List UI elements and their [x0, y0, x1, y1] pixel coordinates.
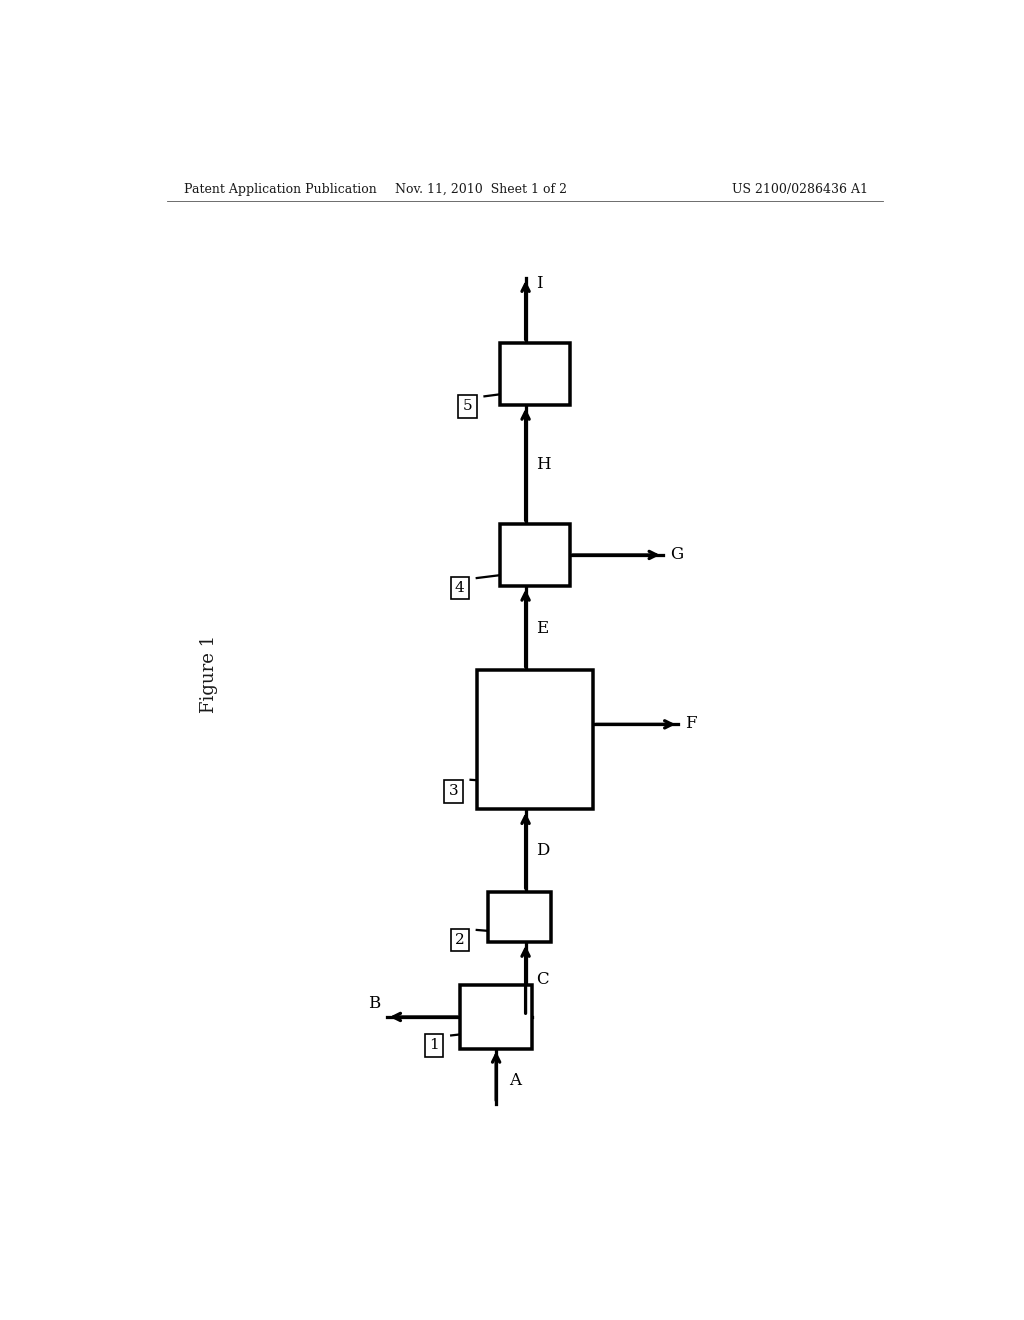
Text: 2: 2 [455, 933, 465, 946]
Text: F: F [685, 715, 697, 733]
Text: 1: 1 [429, 1039, 439, 1052]
Text: 4: 4 [455, 581, 465, 595]
Text: I: I [537, 276, 543, 293]
Text: Nov. 11, 2010  Sheet 1 of 2: Nov. 11, 2010 Sheet 1 of 2 [394, 183, 566, 197]
Text: Figure 1: Figure 1 [201, 635, 218, 713]
Text: Patent Application Publication: Patent Application Publication [183, 183, 377, 197]
Text: B: B [369, 994, 381, 1011]
Text: E: E [537, 619, 549, 636]
Text: A: A [509, 1072, 521, 1089]
Text: D: D [537, 842, 550, 859]
Text: H: H [537, 455, 551, 473]
Bar [500, 343, 569, 405]
Text: 3: 3 [449, 784, 459, 799]
Bar [487, 892, 551, 942]
Text: 5: 5 [463, 400, 472, 413]
Text: C: C [537, 972, 549, 987]
Text: G: G [670, 546, 683, 564]
Bar [461, 985, 531, 1048]
Bar [500, 524, 569, 586]
Text: US 2100/0286436 A1: US 2100/0286436 A1 [732, 183, 868, 197]
Bar [477, 671, 593, 809]
